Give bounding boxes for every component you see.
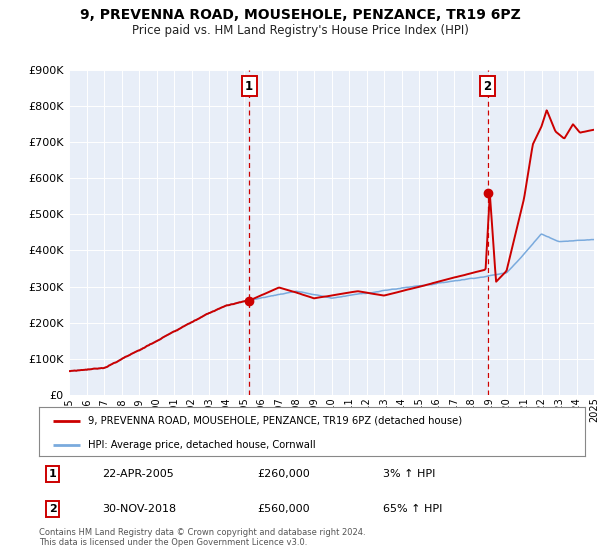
Text: 1: 1 bbox=[49, 469, 56, 479]
Text: 9, PREVENNA ROAD, MOUSEHOLE, PENZANCE, TR19 6PZ (detached house): 9, PREVENNA ROAD, MOUSEHOLE, PENZANCE, T… bbox=[88, 416, 462, 426]
Text: Contains HM Land Registry data © Crown copyright and database right 2024.
This d: Contains HM Land Registry data © Crown c… bbox=[39, 528, 365, 547]
Text: 30-NOV-2018: 30-NOV-2018 bbox=[102, 504, 176, 514]
Text: Price paid vs. HM Land Registry's House Price Index (HPI): Price paid vs. HM Land Registry's House … bbox=[131, 24, 469, 36]
Text: HPI: Average price, detached house, Cornwall: HPI: Average price, detached house, Corn… bbox=[88, 440, 316, 450]
Text: 1: 1 bbox=[245, 80, 253, 93]
Text: 2: 2 bbox=[484, 80, 491, 93]
Text: 22-APR-2005: 22-APR-2005 bbox=[102, 469, 173, 479]
Text: 3% ↑ HPI: 3% ↑ HPI bbox=[383, 469, 436, 479]
Text: 65% ↑ HPI: 65% ↑ HPI bbox=[383, 504, 442, 514]
Text: 2: 2 bbox=[49, 504, 56, 514]
Text: £260,000: £260,000 bbox=[257, 469, 310, 479]
Text: 9, PREVENNA ROAD, MOUSEHOLE, PENZANCE, TR19 6PZ: 9, PREVENNA ROAD, MOUSEHOLE, PENZANCE, T… bbox=[80, 8, 520, 22]
Text: £560,000: £560,000 bbox=[257, 504, 310, 514]
